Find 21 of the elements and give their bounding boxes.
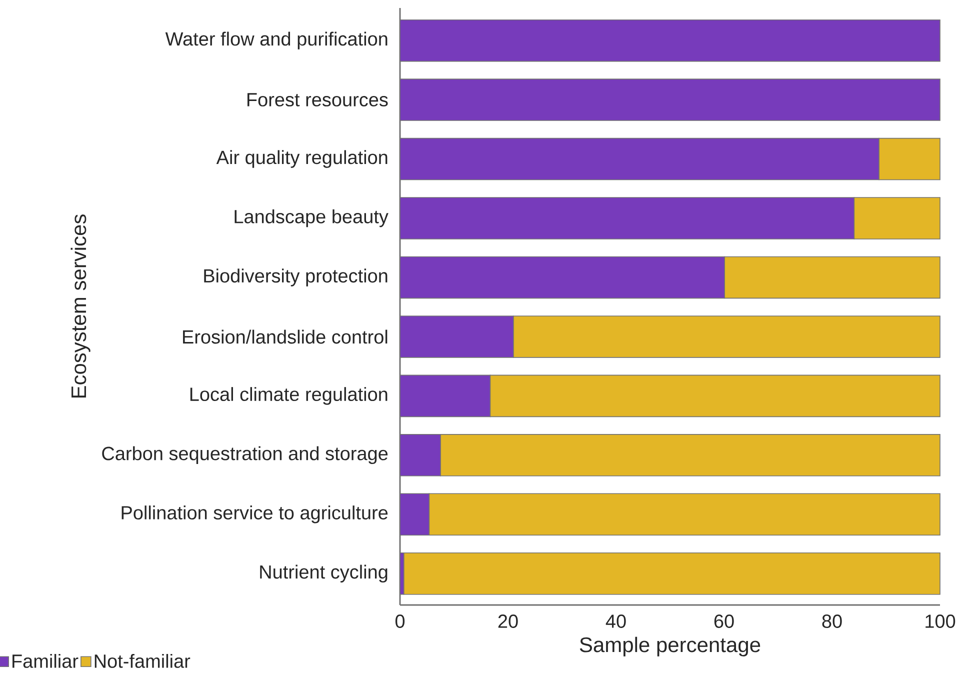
x-tick-label: 80 xyxy=(822,614,842,628)
y-tick-label: Nutrient cycling xyxy=(260,564,388,582)
y-tick-label: Water flow and purification xyxy=(165,32,388,50)
x-tick-label: 0 xyxy=(395,614,405,628)
x-tick-label: 60 xyxy=(714,614,734,628)
y-tick-label: Local climate regulation xyxy=(190,387,388,405)
y-tick-label: Biodiversity protection xyxy=(204,268,388,286)
x-tick-label: 100 xyxy=(926,614,956,628)
y-tick-label: Erosion/landslide control xyxy=(183,330,388,344)
legend-label: Not-familiar xyxy=(94,654,190,668)
x-tick-label: 40 xyxy=(606,614,626,628)
y-tick-label: Landscape beauty xyxy=(234,209,388,228)
y-axis-title: Ecosystem services xyxy=(70,214,90,398)
y-tick-label: Pollination service to agriculture xyxy=(122,506,388,524)
y-tick-label: Forest resources xyxy=(247,93,388,106)
y-tick-label: Air quality regulation xyxy=(216,150,388,168)
y-tick-label: Carbon sequestration and storage xyxy=(102,446,388,464)
bar xyxy=(403,552,940,595)
legend-label: Familiar xyxy=(12,654,78,668)
x-tick-label: 20 xyxy=(498,614,518,628)
x-axis-title: Sample percentage xyxy=(580,636,760,656)
